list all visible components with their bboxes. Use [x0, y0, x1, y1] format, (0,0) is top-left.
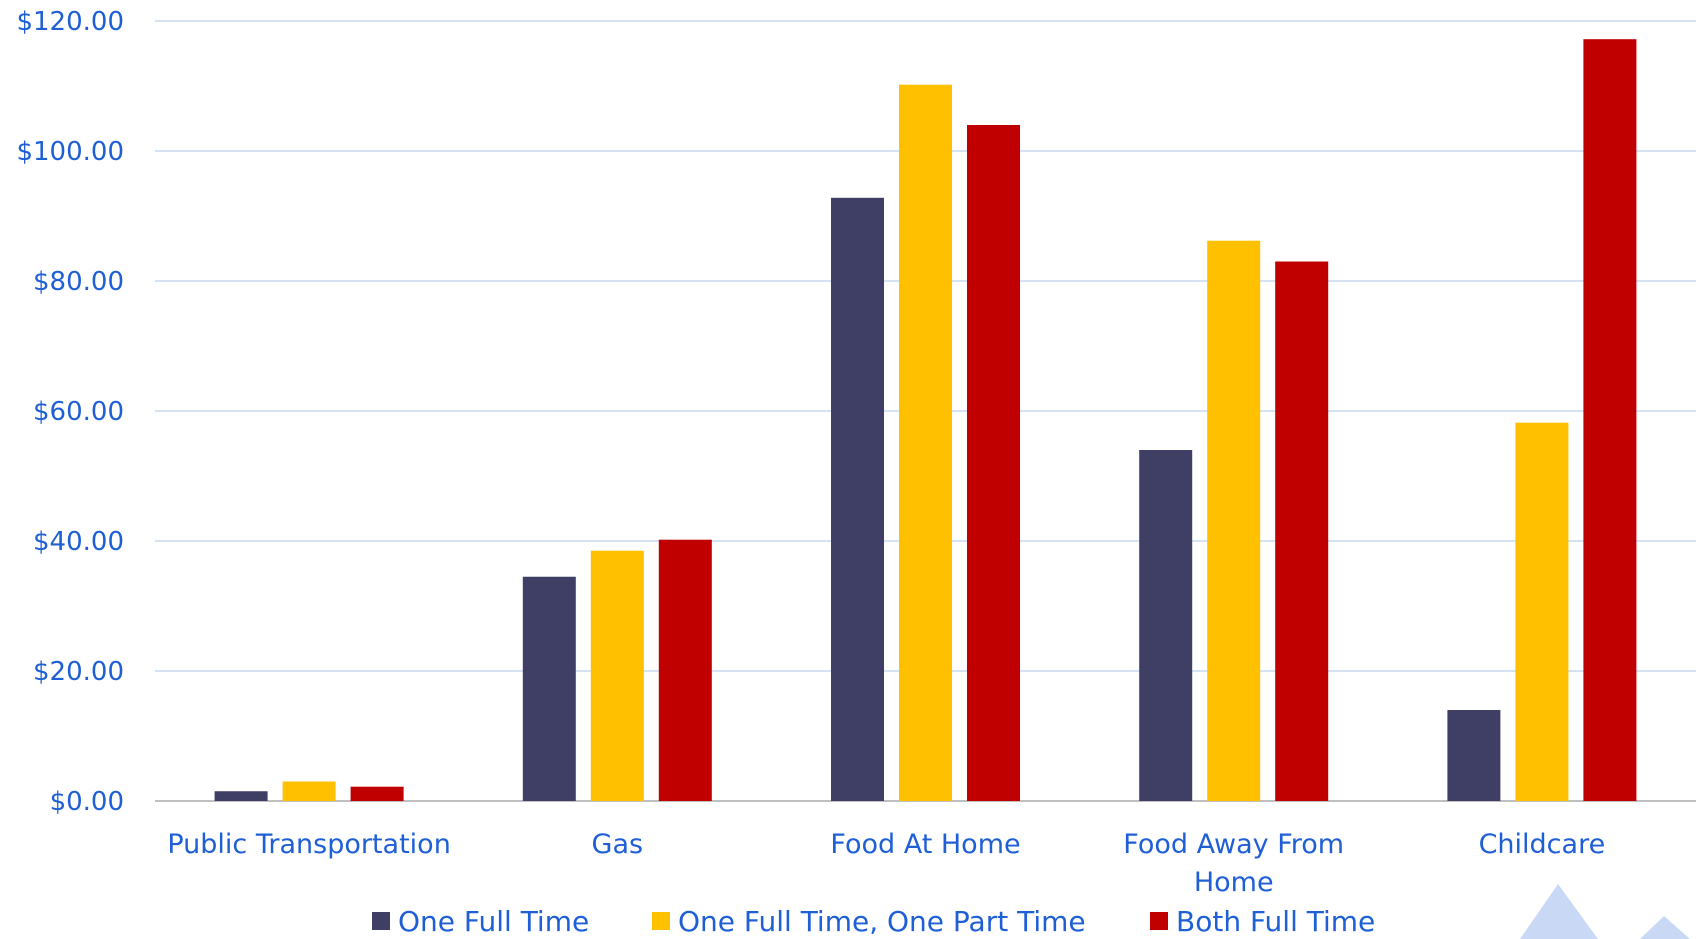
bar	[1583, 39, 1637, 801]
legend-swatch	[652, 912, 670, 930]
x-tick-label: Childcare	[1479, 829, 1606, 860]
bar	[590, 550, 644, 801]
y-tick-label: $80.00	[33, 267, 124, 297]
legend-label: One Full Time	[398, 905, 589, 938]
legend: One Full Time One Full Time, One Part Tim…	[372, 905, 1375, 938]
x-tick-label: Food Away From Home	[1123, 829, 1344, 898]
decoration-triangle	[1520, 884, 1598, 939]
bar	[1139, 450, 1193, 801]
legend-label: Both Full Time	[1176, 905, 1375, 938]
bar	[1207, 240, 1261, 801]
decoration-triangle	[1640, 916, 1690, 939]
x-tick-label: Gas	[592, 829, 644, 860]
bar	[1515, 422, 1569, 801]
legend-label: One Full Time, One Part Time	[678, 905, 1086, 938]
y-tick-label: $0.00	[50, 787, 124, 817]
bar	[350, 786, 404, 801]
bars	[214, 39, 1637, 802]
bar	[658, 539, 712, 801]
bar	[522, 576, 576, 801]
bar	[1275, 261, 1329, 801]
x-tick-label: Public Transportation	[167, 829, 450, 860]
y-tick-label: $120.00	[16, 7, 124, 37]
legend-swatch	[372, 912, 390, 930]
y-tick-label: $60.00	[33, 397, 124, 427]
y-tick-label: $40.00	[33, 527, 124, 557]
bar	[282, 781, 336, 801]
bar	[967, 125, 1020, 801]
bar	[214, 791, 268, 801]
x-tick-label: Food At Home	[830, 829, 1020, 860]
y-tick-label: $20.00	[33, 657, 124, 687]
bar	[899, 84, 952, 801]
legend-swatch	[1150, 912, 1168, 930]
bar	[1447, 710, 1501, 801]
bar	[831, 197, 884, 802]
background-decoration	[1520, 884, 1690, 939]
y-axis: $0.00 $20.00 $40.00 $60.00 $80.00 $100.00 $120…	[16, 7, 1696, 817]
y-tick-label: $100.00	[16, 137, 124, 167]
x-axis: Public Transportation Gas Food At Home Food…	[167, 829, 1605, 898]
